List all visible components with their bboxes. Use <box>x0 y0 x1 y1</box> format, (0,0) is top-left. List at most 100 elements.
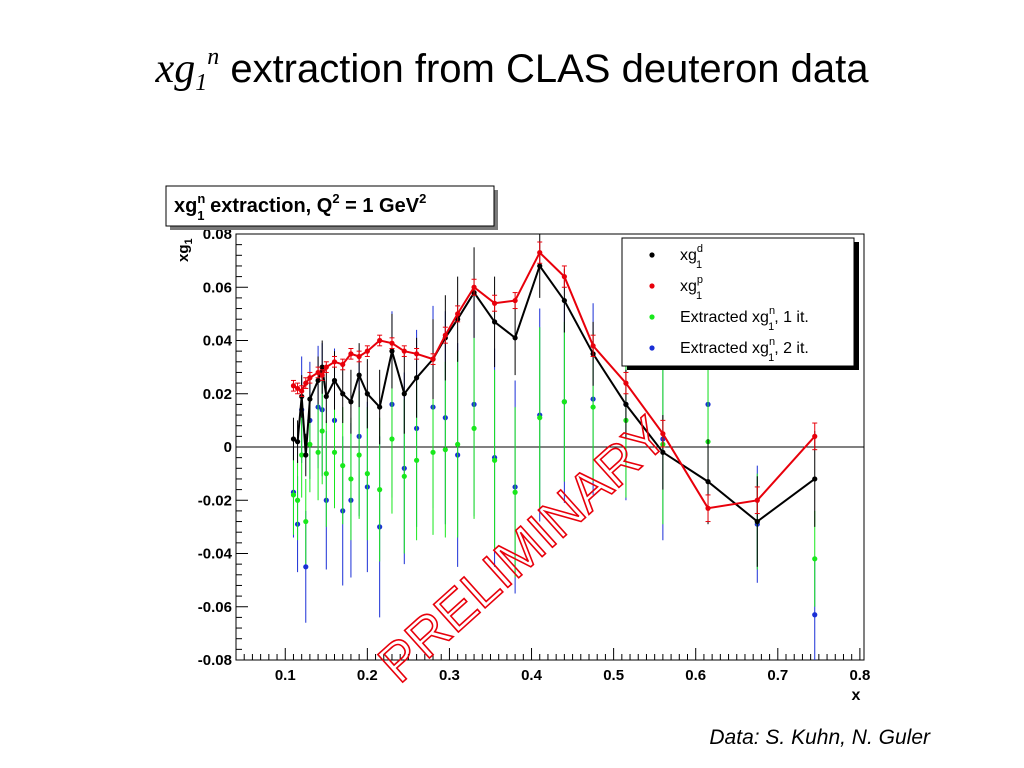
data-point <box>401 348 407 354</box>
legend-marker <box>649 252 655 258</box>
data-point <box>491 457 498 463</box>
series-red <box>290 241 818 523</box>
data-point <box>414 457 420 463</box>
y-tick-label: -0.04 <box>198 546 233 563</box>
y-tick-label: 0.08 <box>203 226 232 243</box>
data-point <box>364 391 370 397</box>
data-point <box>471 284 477 290</box>
data-point <box>315 369 321 376</box>
data-point <box>455 311 461 317</box>
data-point <box>331 359 338 365</box>
y-axis-label: xg1 <box>175 238 195 262</box>
data-point <box>290 492 297 498</box>
data-point <box>705 505 711 511</box>
slide-title-text: extraction from CLAS deuteron data <box>219 47 869 91</box>
data-point <box>348 399 354 405</box>
data-point <box>590 404 596 410</box>
data-point <box>512 297 518 304</box>
data-point <box>377 487 383 493</box>
legend-label: xgd 1 <box>680 243 703 271</box>
legend-marker <box>649 283 655 289</box>
data-point <box>299 452 305 458</box>
data-point <box>294 385 301 392</box>
data-point <box>356 353 362 360</box>
data-point <box>389 348 395 354</box>
data-point <box>754 518 760 525</box>
data-point <box>812 433 818 439</box>
data-point <box>430 449 436 455</box>
slide-title-symbol-sub: 1 <box>195 70 208 96</box>
axes-ticks <box>236 233 861 661</box>
data-point <box>414 375 420 381</box>
y-tick-label: 0.02 <box>203 386 232 403</box>
data-point <box>315 377 321 384</box>
x-tick-label: 0.5 <box>603 667 624 684</box>
data-point <box>377 337 383 344</box>
data-point <box>512 489 518 495</box>
data-point <box>348 351 354 357</box>
x-tick-labels: 0.1 0.2 0.3 0.4 0.5 0.6 0.7 0.8 <box>275 667 870 684</box>
data-point <box>323 393 329 400</box>
data-point <box>537 250 543 256</box>
chart-title-box <box>165 185 495 227</box>
data-point <box>348 476 354 482</box>
data-point <box>364 471 370 477</box>
data-point <box>512 335 518 341</box>
data-point <box>303 564 309 570</box>
data-point <box>290 383 297 389</box>
data-point <box>315 449 321 455</box>
data-point <box>364 348 370 354</box>
legend-label: Extracted xgn 1, 1 it. <box>680 305 809 333</box>
slide-title-symbol-sup: n <box>207 44 220 70</box>
data-point <box>307 441 313 447</box>
data-point <box>319 372 325 378</box>
x-tick-label: 0.2 <box>357 667 378 684</box>
x-axis-label: x <box>852 687 861 704</box>
chart-title: xgn 1 extraction, Q2 = 1 GeV2 <box>174 191 426 223</box>
data-point <box>414 351 420 357</box>
slide-title: xg1n extraction from CLAS deuteron data <box>0 44 1024 97</box>
y-tick-label: 0.04 <box>203 333 233 350</box>
data-point <box>754 497 760 503</box>
legend-marker <box>649 345 655 351</box>
y-tick-label: 0.06 <box>203 279 232 296</box>
data-point <box>705 479 711 485</box>
data-point <box>812 612 818 618</box>
data-point <box>812 556 818 562</box>
data-point <box>537 415 543 421</box>
data-point <box>623 401 629 407</box>
legend-items: xgd 1 xgp 1 Extracted xgn 1, 1 it. Extracted x… <box>649 243 809 364</box>
data-point <box>319 428 325 434</box>
data-point <box>340 391 346 397</box>
data-point <box>356 452 362 458</box>
data-point <box>294 497 301 503</box>
data-point <box>389 340 395 346</box>
slide-title-symbol-base: xg <box>155 46 196 92</box>
data-point <box>290 436 297 442</box>
data-point <box>303 452 309 458</box>
y-tick-labels: -0.08 -0.06 -0.04 -0.02 0 0.02 0.04 0.06 0.08 <box>198 226 233 669</box>
data-point <box>294 439 301 445</box>
data-point <box>377 404 383 410</box>
data-point <box>331 377 338 384</box>
data-point <box>660 449 666 455</box>
data-point <box>561 274 567 280</box>
x-tick-label: 0.3 <box>439 667 460 684</box>
data-point <box>623 380 629 386</box>
legend-marker <box>649 314 655 320</box>
data-point <box>590 343 596 349</box>
data-point <box>303 518 309 525</box>
data-point <box>340 463 346 469</box>
data-point <box>323 364 329 370</box>
data-point <box>303 380 309 386</box>
data-point <box>307 396 313 402</box>
data-point <box>401 391 407 397</box>
x-tick-label: 0.7 <box>767 667 788 684</box>
data-point <box>319 364 325 370</box>
data-point <box>660 431 666 437</box>
data-point <box>491 300 498 306</box>
y-tick-label: -0.08 <box>198 652 232 669</box>
x-tick-label: 0.6 <box>685 667 706 684</box>
data-point <box>471 425 477 431</box>
data-point <box>430 356 436 362</box>
